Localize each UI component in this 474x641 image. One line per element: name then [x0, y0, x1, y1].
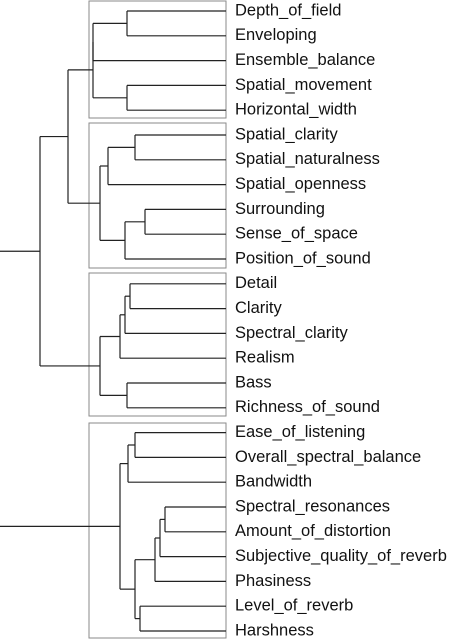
leaf-label: Spatial_naturalness [235, 150, 380, 168]
leaf-label: Overall_spectral_balance [235, 448, 421, 466]
leaf-label: Richness_of_sound [235, 398, 380, 416]
cluster-box [88, 122, 227, 269]
cluster-box [88, 0, 227, 119]
leaf-label: Ensemble_balance [235, 51, 375, 69]
leaf-label: Clarity [235, 299, 283, 317]
leaf-label: Realism [235, 349, 295, 367]
leaf-label: Spatial_movement [235, 76, 372, 94]
leaf-label: Sense_of_space [235, 225, 358, 243]
leaf-label: Spectral_resonances [235, 497, 390, 515]
leaf-label: Spatial_clarity [235, 125, 338, 143]
leaf-label: Detail [235, 274, 277, 292]
leaf-label: Surrounding [235, 200, 325, 218]
leaf-label: Bandwidth [235, 473, 312, 491]
leaf-label: Ease_of_listening [235, 423, 365, 441]
leaf-label: Enveloping [235, 26, 317, 44]
leaf-label: Spatial_openness [235, 175, 366, 193]
leaf-label: Level_of_reverb [235, 597, 353, 615]
leaf-label: Amount_of_distortion [235, 522, 391, 540]
leaf-label: Harshness [235, 621, 314, 639]
leaf-label: Horizontal_width [235, 101, 357, 119]
cluster-box [88, 272, 227, 417]
leaf-label: Subjective_quality_of_reverb [235, 547, 447, 565]
cluster-box [88, 422, 227, 639]
leaf-label: Position_of_sound [235, 249, 371, 267]
leaf-label: Depth_of_field [235, 1, 341, 19]
leaf-label: Bass [235, 373, 272, 391]
leaf-label: Spectral_clarity [235, 324, 349, 342]
leaf-label: Phasiness [235, 572, 311, 590]
